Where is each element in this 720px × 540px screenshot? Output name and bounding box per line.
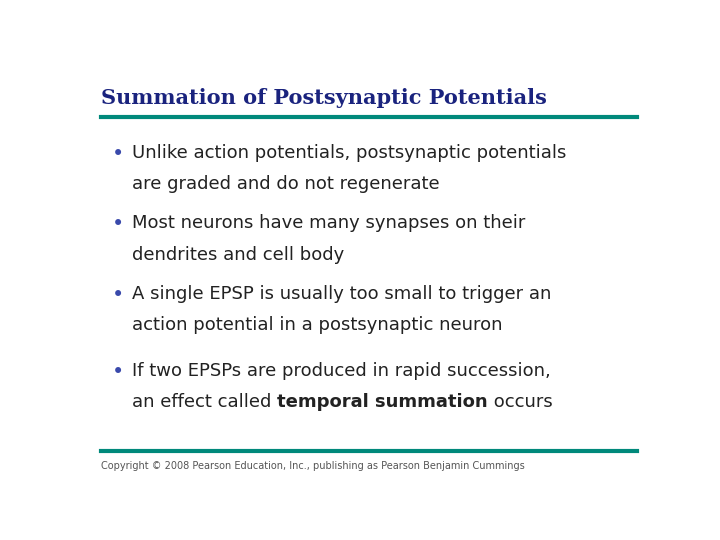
Text: A single EPSP is usually too small to trigger an: A single EPSP is usually too small to tr… [132,285,552,303]
Text: •: • [112,362,125,382]
Text: Copyright © 2008 Pearson Education, Inc., publishing as Pearson Benjamin Cumming: Copyright © 2008 Pearson Education, Inc.… [101,462,525,471]
Text: occurs: occurs [487,393,552,411]
Text: •: • [112,144,125,164]
Text: •: • [112,285,125,305]
Text: If two EPSPs are produced in rapid succession,: If two EPSPs are produced in rapid succe… [132,362,551,380]
Text: action potential in a postsynaptic neuron: action potential in a postsynaptic neuro… [132,316,503,334]
Text: Unlike action potentials, postsynaptic potentials: Unlike action potentials, postsynaptic p… [132,144,566,162]
Text: Summation of Postsynaptic Potentials: Summation of Postsynaptic Potentials [101,87,547,107]
Text: •: • [112,214,125,234]
Text: dendrites and cell body: dendrites and cell body [132,246,344,264]
Text: are graded and do not regenerate: are graded and do not regenerate [132,175,439,193]
Text: an effect called: an effect called [132,393,277,411]
Text: Most neurons have many synapses on their: Most neurons have many synapses on their [132,214,525,233]
Text: temporal summation: temporal summation [277,393,487,411]
